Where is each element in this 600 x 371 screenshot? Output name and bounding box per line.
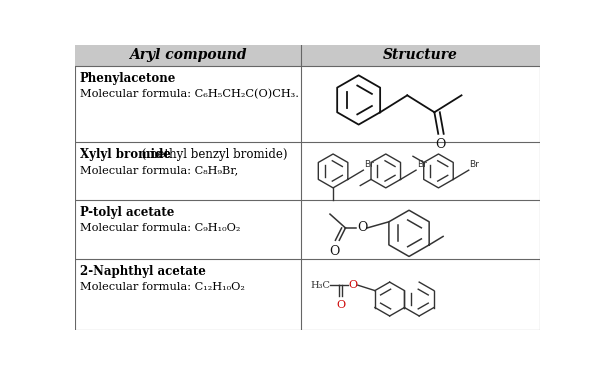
Text: 2-Naphthyl acetate: 2-Naphthyl acetate [80, 265, 206, 278]
Text: Aryl compound: Aryl compound [129, 48, 247, 62]
Bar [75, 45, 540, 66]
Text: Molecular formula: C₈H₉Br,: Molecular formula: C₈H₉Br, [80, 165, 238, 175]
Text: Br: Br [364, 160, 374, 168]
Text: Br: Br [470, 160, 479, 168]
Text: Molecular formula: C₉H₁₀O₂: Molecular formula: C₉H₁₀O₂ [80, 223, 240, 233]
Text: O: O [358, 221, 368, 234]
Text: P-tolyl acetate: P-tolyl acetate [80, 206, 174, 219]
Text: (methyl benzyl bromide): (methyl benzyl bromide) [138, 148, 287, 161]
Text: Phenylacetone: Phenylacetone [80, 72, 176, 85]
Text: O: O [436, 138, 446, 151]
Text: Xylyl bromide: Xylyl bromide [80, 148, 170, 161]
Text: Structure: Structure [383, 48, 458, 62]
Text: Br: Br [417, 160, 427, 168]
Text: Molecular formula: C₆H₅CH₂C(O)CH₃.: Molecular formula: C₆H₅CH₂C(O)CH₃. [80, 89, 299, 99]
Text: Molecular formula: C₁₂H₁₀O₂: Molecular formula: C₁₂H₁₀O₂ [80, 282, 245, 292]
Text: H₃C: H₃C [310, 281, 330, 290]
Text: O: O [336, 300, 346, 310]
Text: O: O [349, 280, 358, 290]
Text: O: O [329, 245, 340, 258]
